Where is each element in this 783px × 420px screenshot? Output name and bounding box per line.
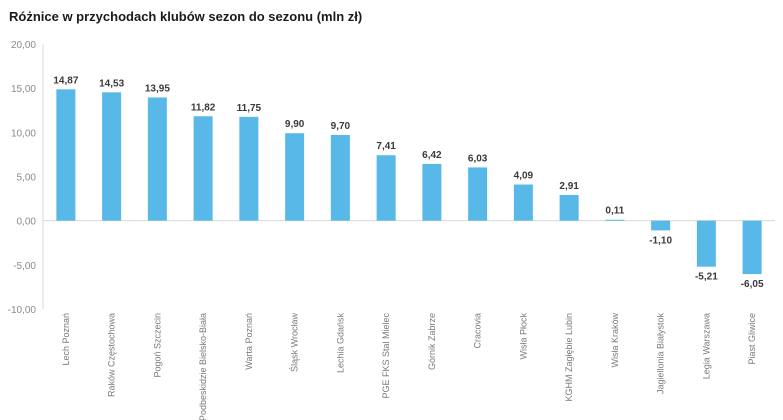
- y-tick-label: -10,00: [8, 305, 37, 316]
- bar: [468, 167, 488, 221]
- category-label: Górnik Zabrze: [427, 313, 437, 370]
- category-label: KGHM Zagłębie Lubin: [564, 313, 574, 402]
- data-label: 6,03: [468, 153, 488, 164]
- category-label: Podbeskidzie Bielsko-Biała: [198, 313, 208, 420]
- data-label: -1,10: [649, 235, 672, 246]
- y-tick-label: 15,00: [11, 84, 36, 95]
- data-label: 4,09: [514, 171, 534, 182]
- category-label: Lech Poznań: [61, 313, 71, 366]
- bar: [285, 133, 305, 221]
- category-label: PGE FKS Stal Mielec: [381, 313, 391, 399]
- data-label: 0,11: [605, 206, 624, 217]
- data-label: 13,95: [145, 83, 170, 94]
- category-label: Raków Częstochowa: [107, 313, 117, 397]
- category-label: Śląsk Wrocław: [289, 313, 300, 372]
- category-label: Jagiellonia Białystok: [656, 313, 666, 395]
- category-label: Pogoń Szczecin: [152, 313, 162, 378]
- bar: [422, 163, 442, 221]
- bar: [376, 155, 396, 221]
- data-label: 14,53: [99, 78, 124, 89]
- data-label: 14,87: [53, 75, 78, 86]
- category-label: Warta Poznań: [244, 313, 254, 370]
- data-label: 9,70: [331, 121, 351, 132]
- y-tick-label: 10,00: [11, 128, 36, 139]
- y-tick-label: 5,00: [17, 173, 37, 184]
- bar: [742, 220, 762, 275]
- category-label: Wisła Kraków: [610, 313, 620, 368]
- bar: [605, 219, 625, 221]
- data-label: -6,05: [741, 279, 764, 290]
- bar: [193, 116, 213, 221]
- y-tick-label: 20,00: [11, 40, 36, 51]
- bar: [147, 97, 167, 221]
- data-label: 11,82: [191, 102, 216, 113]
- y-tick-label: -5,00: [13, 261, 36, 272]
- data-label: 11,75: [237, 103, 262, 114]
- category-label: Piast Gliwice: [747, 313, 757, 365]
- data-label: -5,21: [695, 272, 718, 283]
- y-tick-label: 0,00: [17, 217, 37, 228]
- data-label: 6,42: [422, 150, 442, 161]
- category-label: Cracovia: [473, 313, 483, 349]
- category-label: Lechia Gdańsk: [335, 313, 345, 374]
- chart-title: Różnice w przychodach klubów sezon do se…: [9, 9, 363, 24]
- data-label: 2,91: [559, 181, 579, 192]
- bar: [56, 89, 76, 221]
- bar: [696, 220, 716, 267]
- data-label: 9,90: [285, 119, 305, 130]
- bar: [102, 92, 122, 221]
- bar: [513, 184, 533, 221]
- bar: [330, 134, 350, 221]
- data-label: 7,41: [376, 141, 396, 152]
- bar: [651, 220, 671, 231]
- category-label: Wisła Płock: [518, 313, 528, 360]
- category-label: Legia Warszawa: [701, 313, 711, 379]
- bar: [239, 116, 259, 221]
- bar: [559, 194, 579, 221]
